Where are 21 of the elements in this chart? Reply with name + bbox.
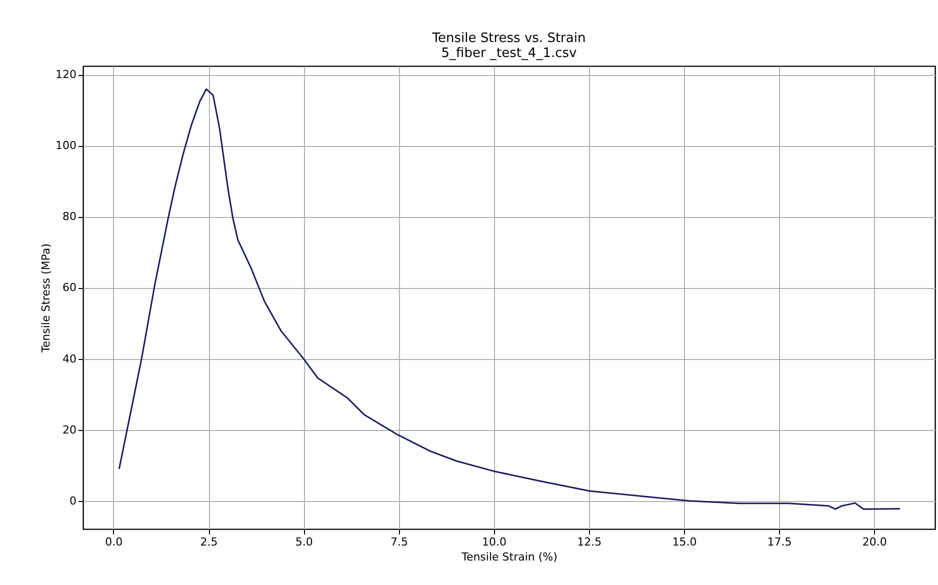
y-tick-label: 0 <box>70 494 76 508</box>
chart-title: Tensile Stress vs. Strain <box>431 31 586 46</box>
x-tick-label: 15.0 <box>672 536 697 548</box>
x-tick-label: 5.0 <box>295 536 313 548</box>
y-axis-title: Tensile Stress (MPa) <box>40 244 53 354</box>
y-tick-label: 60 <box>62 281 76 294</box>
x-tick-label: 2.5 <box>200 536 218 548</box>
x-tick-label: 20.0 <box>862 536 887 548</box>
x-tick-label: 10.0 <box>482 536 507 548</box>
chart-subtitle: 5_fiber _test_4_1.csv <box>441 46 578 61</box>
x-axis-title: Tensile Strain (%) <box>460 550 558 564</box>
x-tick-label: 0.0 <box>105 536 123 548</box>
y-tick-label: 20 <box>62 423 76 436</box>
x-tick-label: 17.5 <box>767 536 792 548</box>
y-tick-label: 80 <box>62 210 76 224</box>
x-tick-label: 12.5 <box>577 536 602 548</box>
y-tick-label: 40 <box>62 352 76 366</box>
y-tick-label: 100 <box>56 139 76 152</box>
line-series <box>118 88 901 510</box>
y-tick-label: 120 <box>56 68 76 82</box>
x-tick-label: 7.5 <box>390 536 408 548</box>
